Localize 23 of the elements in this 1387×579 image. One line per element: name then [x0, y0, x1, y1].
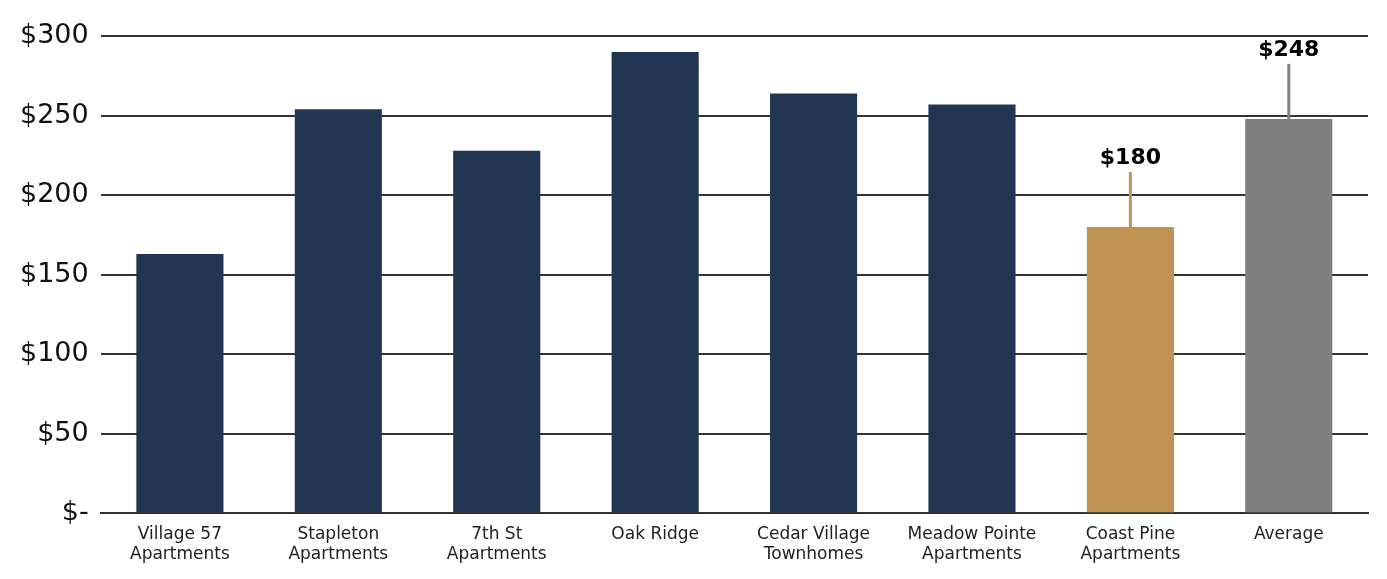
x-tick-label: Village 57 Apartments: [130, 522, 230, 564]
x-tick-label: Stapleton Apartments: [288, 522, 389, 564]
y-tick-label: $300: [19, 18, 89, 50]
bar: [294, 109, 382, 513]
x-tick-label: Cedar Village Townhomes: [757, 522, 871, 564]
bar: [611, 52, 699, 513]
bar: [453, 150, 541, 513]
bar: [928, 104, 1016, 513]
bar: [770, 93, 858, 513]
y-tick-label: $50: [37, 415, 89, 447]
x-tick-label: Average: [1253, 522, 1324, 543]
y-tick-label: $150: [19, 256, 89, 288]
x-tick-label: Coast Pine Apartments: [1080, 522, 1181, 564]
data-label: $248: [1258, 35, 1320, 61]
x-tick-label: Oak Ridge: [611, 522, 699, 543]
data-label: $180: [1099, 143, 1161, 169]
y-tick-label: $-: [61, 495, 89, 527]
y-tick-label: $250: [19, 97, 89, 129]
y-tick-label: $200: [19, 177, 89, 209]
y-tick-label: $100: [19, 336, 89, 368]
x-tick-label: 7th St Apartments: [446, 522, 547, 564]
x-tick-label: Meadow Pointe Apartments: [907, 522, 1037, 564]
bar: [136, 254, 224, 513]
